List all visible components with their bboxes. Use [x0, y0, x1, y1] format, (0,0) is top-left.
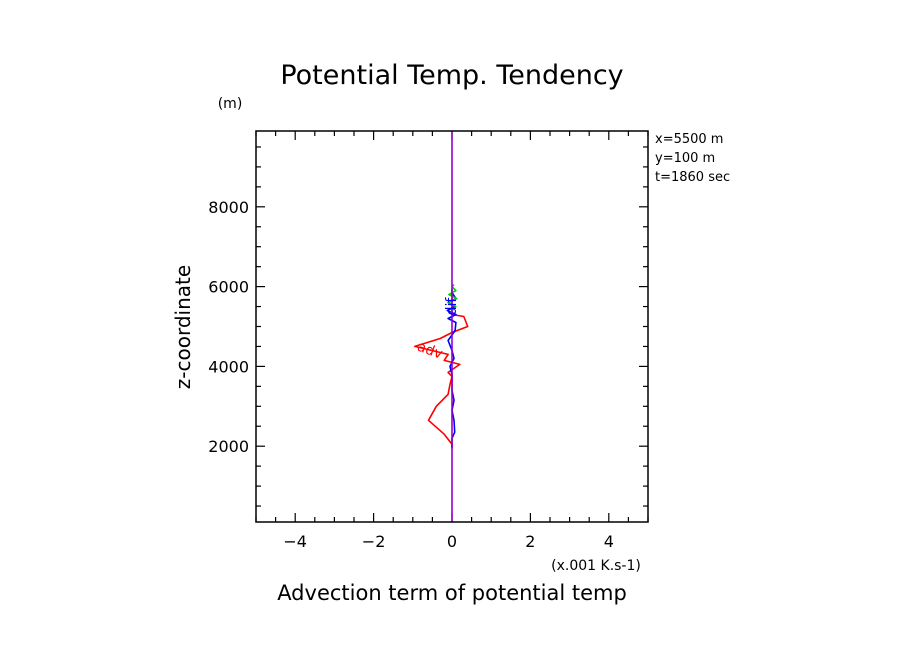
series-label-dif: dif — [444, 297, 460, 316]
y-tick-label: 2000 — [208, 437, 249, 456]
y-tick-label: 6000 — [208, 278, 249, 297]
info-y: y=100 m — [655, 151, 715, 166]
plot-series — [413, 131, 469, 522]
info-x: x=5500 m — [655, 132, 723, 147]
y-axis-label: z-coordinate — [171, 265, 195, 389]
x-tick-label: −2 — [362, 532, 386, 551]
x-tick-label: 2 — [525, 532, 535, 551]
x-tick-label: 0 — [447, 532, 457, 551]
plot-frame — [255, 130, 649, 523]
y-tick-label: 8000 — [208, 198, 249, 217]
info-t: t=1860 sec — [655, 170, 730, 185]
x-axis-label: Advection term of potential temp — [277, 581, 627, 605]
axis-ticks: −4 −2 0 2 4 2000 4000 6000 8000 — [208, 131, 649, 551]
chart-title: Potential Temp. Tendency — [280, 60, 623, 91]
x-tick-label: 4 — [604, 532, 614, 551]
x-unit-label: (x.001 K.s-1) — [551, 558, 641, 574]
x-tick-label: −4 — [283, 532, 307, 551]
y-tick-label: 4000 — [208, 357, 249, 376]
y-unit-label: (m) — [218, 96, 243, 112]
